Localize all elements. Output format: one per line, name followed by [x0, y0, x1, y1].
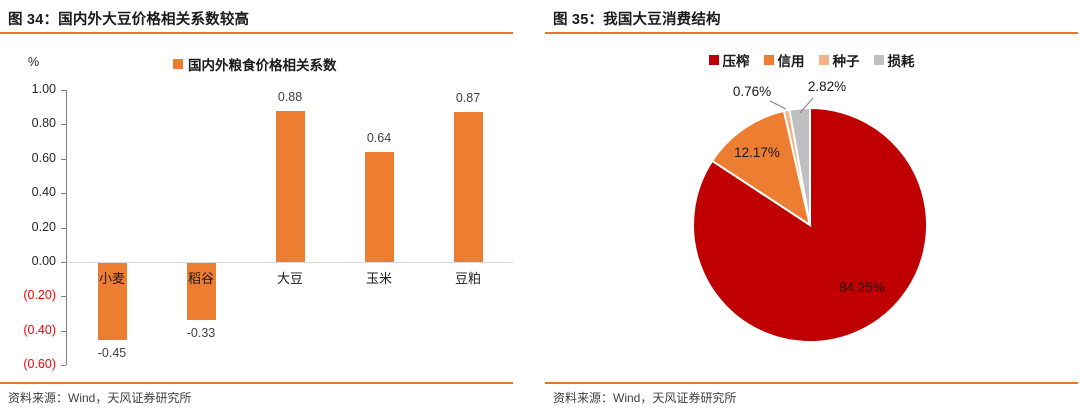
- y-tick-label-3: 0.40: [31, 185, 56, 200]
- y-tick-mark-6: [61, 296, 66, 298]
- bar-3: [364, 151, 394, 262]
- pie-value-label-0: 84.25%: [839, 280, 885, 295]
- bar-value-label-1: -0.33: [186, 325, 216, 340]
- legend-swatch-icon: [708, 55, 719, 65]
- pie-slice-3: [788, 106, 811, 226]
- pie-leader-line-3: [799, 97, 814, 114]
- right-title-rule: [545, 32, 1078, 34]
- bar-chart-plot-area: 1.00 0.80 0.60 0.40 0.20 0.00 (0.20) (0.40) (0.6…: [23, 82, 513, 372]
- pie-value-label-2: 0.76%: [733, 84, 771, 99]
- bar-value-label-4: 0.87: [455, 91, 481, 106]
- pie-legend-label-2: 种子: [832, 54, 860, 69]
- pie-chart: 84.25% 12.17% 0.76% 2.82%: [692, 79, 928, 343]
- y-tick-label-0: 1.00: [31, 82, 56, 96]
- y-tick-label-5: 0.00: [31, 254, 56, 268]
- bar-value-label-3: 0.64: [366, 130, 392, 145]
- pie-chart-legend: 压榨 信用 种子 损耗: [545, 50, 1078, 70]
- category-label-3: 玉米: [365, 271, 392, 286]
- y-tick-label-1: 0.80: [31, 116, 56, 131]
- pie-value-label-1: 12.17%: [734, 145, 780, 160]
- legend-swatch-icon: [173, 59, 183, 69]
- legend-swatch-icon: [818, 55, 829, 65]
- y-tick-mark-2: [61, 158, 66, 160]
- pie-legend-label-3: 损耗: [887, 54, 915, 69]
- pie-legend-item-2: 种子: [818, 50, 860, 70]
- pie-slice-1: [710, 109, 812, 228]
- y-tick-label-2: 0.60: [31, 150, 56, 165]
- y-tick-mark-8: [61, 365, 66, 367]
- pie-legend-item-1: 信用: [763, 50, 805, 70]
- category-label-1: 稻谷: [187, 271, 214, 286]
- bar-2: [275, 110, 305, 262]
- y-tick-mark-3: [61, 193, 66, 195]
- left-figure-title: 图 34：国内外大豆价格相关系数较高: [8, 12, 250, 28]
- left-source-note: 资料来源：Wind，天风证券研究所: [8, 391, 192, 405]
- pie-value-label-3: 2.82%: [808, 79, 846, 94]
- legend-swatch-icon: [873, 55, 884, 65]
- right-footer-rule: [545, 382, 1078, 384]
- y-tick-mark-1: [61, 124, 66, 126]
- y-tick-mark-7: [61, 330, 66, 332]
- pie-legend-label-1: 信用: [777, 54, 805, 69]
- y-tick-label-6: (0.20): [23, 288, 56, 303]
- y-tick-mark-5: [61, 262, 66, 263]
- bar-chart-legend-label: 国内外粮食价格相关系数: [188, 58, 337, 73]
- left-footer-rule: [0, 382, 513, 384]
- right-source-note: 资料来源：Wind，天风证券研究所: [553, 391, 737, 405]
- bar-1: [186, 263, 216, 320]
- pie-legend-item-3: 损耗: [873, 50, 915, 70]
- bar-0: [97, 263, 127, 341]
- left-title-rule: [0, 32, 513, 34]
- pie-leader-line-2: [769, 100, 787, 110]
- y-axis-line: [66, 90, 67, 365]
- pie-legend-label-0: 压榨: [722, 54, 750, 69]
- category-label-0: 小麦: [98, 271, 125, 286]
- y-tick-label-4: 0.20: [31, 219, 56, 234]
- bar-chart-y-unit: %: [28, 55, 40, 69]
- y-tick-label-7: (0.40): [23, 322, 56, 337]
- bar-value-label-0: -0.45: [97, 346, 127, 361]
- y-tick-mark-0: [61, 90, 66, 91]
- y-tick-label-8: (0.60): [23, 357, 56, 372]
- category-label-4: 豆粕: [454, 271, 481, 286]
- pie-legend-item-0: 压榨: [708, 50, 750, 70]
- zero-line: [67, 262, 513, 263]
- y-tick-mark-4: [61, 227, 66, 229]
- legend-swatch-icon: [763, 55, 774, 65]
- bar-value-label-2: 0.88: [277, 89, 303, 104]
- bar-4: [453, 112, 483, 262]
- right-figure-title: 图 35：我国大豆消费结构: [553, 12, 721, 28]
- category-label-2: 大豆: [276, 271, 303, 286]
- bar-chart-legend: 国内外粮食价格相关系数: [173, 54, 337, 74]
